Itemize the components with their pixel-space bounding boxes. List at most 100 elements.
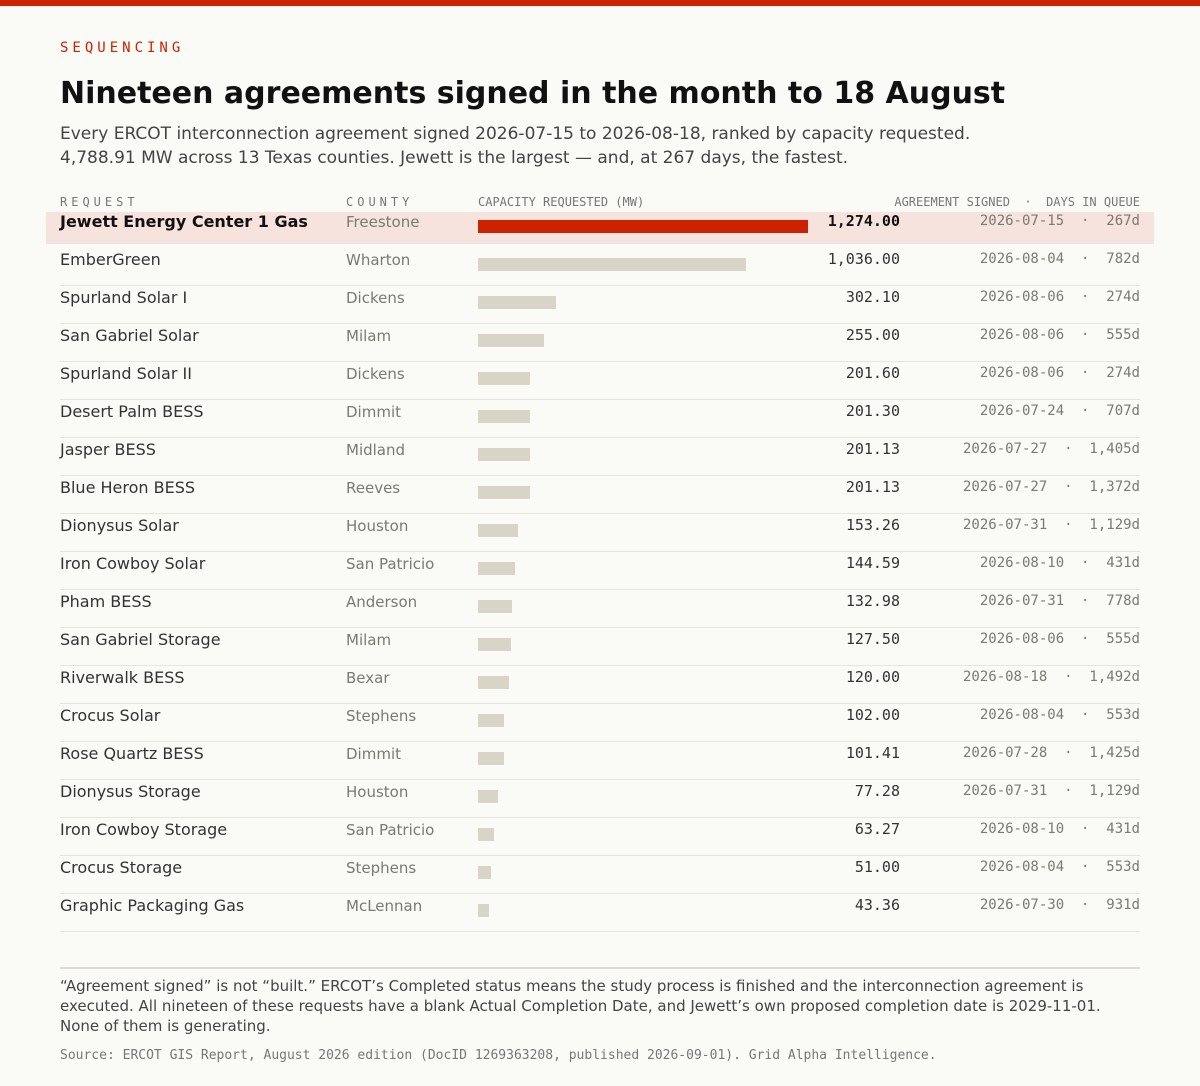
signed-days-label: 2026-08-06 · 274d	[979, 365, 1140, 381]
column-header-county: COUNTY	[346, 195, 414, 209]
bar	[478, 334, 545, 347]
signed-days-label: 2026-07-24 · 707d	[979, 403, 1140, 419]
chart-title: Nineteen agreements signed in the month …	[60, 76, 1006, 111]
bar	[478, 486, 531, 499]
signed-days-label: 2026-08-06 · 274d	[979, 289, 1140, 305]
chart-subtitle: Every ERCOT interconnection agreement si…	[60, 122, 1140, 170]
value-label: 201.30	[845, 402, 900, 420]
signed-days-label: 2026-07-31 · 1,129d	[962, 783, 1140, 799]
chart-row: Jasper BESS Midland 201.13 2026-07-27 · 1,4…	[60, 437, 1140, 476]
footnote: “Agreement signed” is not “built.” ERCOT…	[60, 977, 1101, 1035]
bar	[478, 714, 505, 727]
bar	[478, 524, 518, 537]
divider	[60, 967, 1140, 969]
chart-row: Pham BESS Anderson 132.98 2026-07-31 · 778d	[60, 589, 1140, 628]
chart-row: Spurland Solar I Dickens 302.10 2026-08-06 …	[60, 285, 1140, 324]
subtitle-line-1: Every ERCOT interconnection agreement si…	[60, 124, 971, 144]
row-county: San Patricio	[346, 821, 435, 839]
value-label: 101.41	[845, 744, 900, 762]
row-county: Midland	[346, 441, 406, 459]
row-label: Riverwalk BESS	[60, 668, 185, 687]
row-county: Milam	[346, 631, 392, 649]
chart-row: Dionysus Solar Houston 153.26 2026-07-31 · …	[60, 513, 1140, 552]
row-label: Spurland Solar II	[60, 364, 192, 383]
chart-row: Desert Palm BESS Dimmit 201.30 2026-07-24 ·…	[60, 399, 1140, 438]
chart-row: San Gabriel Solar Milam 255.00 2026-08-06 ·…	[60, 323, 1140, 362]
kicker: SEQUENCING	[60, 40, 185, 56]
signed-days-label: 2026-07-27 · 1,372d	[962, 479, 1140, 495]
row-county: Milam	[346, 327, 392, 345]
signed-days-label: 2026-08-04 · 782d	[979, 251, 1140, 267]
row-label: Dionysus Solar	[60, 516, 179, 535]
row-label: Crocus Solar	[60, 706, 161, 725]
signed-days-label: 2026-07-31 · 1,129d	[962, 517, 1140, 533]
chart-row: Graphic Packaging Gas McLennan 43.36 2026-0…	[60, 893, 1140, 932]
bar	[478, 904, 490, 917]
value-label: 43.36	[854, 896, 900, 914]
chart-row: Jewett Energy Center 1 Gas Freestone 1,274…	[46, 212, 1154, 244]
value-label: 302.10	[845, 288, 900, 306]
row-label: Spurland Solar I	[60, 288, 188, 307]
signed-days-label: 2026-08-04 · 553d	[979, 707, 1140, 723]
row-county: Bexar	[346, 669, 390, 687]
source-line: Source: ERCOT GIS Report, August 2026 ed…	[60, 1048, 937, 1063]
row-label: Dionysus Storage	[60, 782, 201, 801]
chart-row: Blue Heron BESS Reeves 201.13 2026-07-27 · …	[60, 475, 1140, 514]
bar	[478, 372, 531, 385]
chart-row: Iron Cowboy Solar San Patricio 144.59 2026-…	[60, 551, 1140, 590]
value-label: 51.00	[854, 858, 900, 876]
row-county: Wharton	[346, 251, 411, 269]
row-label: Graphic Packaging Gas	[60, 896, 245, 915]
chart-row: Iron Cowboy Storage San Patricio 63.27 2026…	[60, 817, 1140, 856]
row-label: Pham BESS	[60, 592, 152, 611]
chart-row: Crocus Storage Stephens 51.00 2026-08-04 · …	[60, 855, 1140, 894]
bar	[478, 258, 747, 271]
row-label: Iron Cowboy Storage	[60, 820, 228, 839]
column-header-signed: AGREEMENT SIGNED · DAYS IN QUEUE	[894, 195, 1140, 209]
signed-days-label: 2026-07-28 · 1,425d	[962, 745, 1140, 761]
value-label: 77.28	[854, 782, 900, 800]
value-label: 120.00	[845, 668, 900, 686]
signed-days-label: 2026-08-18 · 1,492d	[962, 669, 1140, 685]
chart-row: San Gabriel Storage Milam 127.50 2026-08-06…	[60, 627, 1140, 666]
row-county: Houston	[346, 783, 409, 801]
bar	[478, 828, 495, 841]
signed-days-label: 2026-07-15 · 267d	[979, 213, 1140, 229]
row-county: Dickens	[346, 289, 405, 307]
row-county: Dimmit	[346, 403, 401, 421]
bar	[478, 790, 499, 803]
bar	[478, 220, 808, 233]
row-county: Stephens	[346, 707, 417, 725]
row-county: Freestone	[346, 213, 420, 231]
row-county: Reeves	[346, 479, 401, 497]
column-header-capacity: CAPACITY REQUESTED (MW)	[478, 195, 645, 209]
subtitle-line-2: 4,788.91 MW across 13 Texas counties. Je…	[60, 148, 849, 168]
row-county: Houston	[346, 517, 409, 535]
row-county: Stephens	[346, 859, 417, 877]
value-label: 102.00	[845, 706, 900, 724]
signed-days-label: 2026-08-06 · 555d	[979, 327, 1140, 343]
value-label: 127.50	[845, 630, 900, 648]
row-label: Desert Palm BESS	[60, 402, 204, 421]
value-label: 1,036.00	[827, 250, 900, 268]
row-label: Jasper BESS	[60, 440, 156, 459]
signed-days-label: 2026-08-06 · 555d	[979, 631, 1140, 647]
signed-days-label: 2026-07-31 · 778d	[979, 593, 1140, 609]
row-county: McLennan	[346, 897, 423, 915]
row-label: San Gabriel Storage	[60, 630, 221, 649]
value-label: 201.60	[845, 364, 900, 382]
row-label: Blue Heron BESS	[60, 478, 196, 497]
row-county: Dickens	[346, 365, 405, 383]
column-header-request: REQUEST	[60, 195, 139, 209]
row-label: San Gabriel Solar	[60, 326, 199, 345]
bar	[478, 752, 505, 765]
accent-bar	[0, 0, 1200, 6]
row-label: EmberGreen	[60, 250, 161, 269]
chart-row: Crocus Solar Stephens 102.00 2026-08-04 · 5…	[60, 703, 1140, 742]
value-label: 63.27	[854, 820, 900, 838]
bar	[478, 866, 492, 879]
row-county: Anderson	[346, 593, 418, 611]
value-label: 153.26	[845, 516, 900, 534]
row-label: Jewett Energy Center 1 Gas	[60, 212, 308, 231]
value-label: 255.00	[845, 326, 900, 344]
